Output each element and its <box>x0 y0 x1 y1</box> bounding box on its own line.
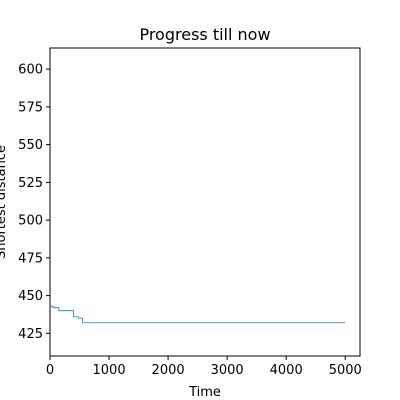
x-tick-label: 2000 <box>152 363 185 378</box>
y-tick-label: 500 <box>18 214 43 229</box>
y-tick-label: 525 <box>18 176 43 191</box>
x-tick-label: 1000 <box>93 363 126 378</box>
x-axis-ticks: 0 1000 2000 3000 4000 5000 <box>46 356 362 378</box>
y-tick-label: 475 <box>18 251 43 266</box>
x-tick-label: 4000 <box>270 363 303 378</box>
x-tick-label: 5000 <box>329 363 362 378</box>
series-line <box>50 305 346 324</box>
y-tick-label: 450 <box>18 289 43 304</box>
y-tick-label: 575 <box>18 100 43 115</box>
x-tick-label: 0 <box>46 363 54 378</box>
plot-frame <box>49 47 361 357</box>
chart-title: Progress till now <box>139 25 270 44</box>
y-axis-label: Shortest distance <box>0 145 9 259</box>
y-axis-ticks: 425 450 475 500 525 550 575 600 <box>18 63 50 342</box>
y-tick-label: 425 <box>18 327 43 342</box>
x-axis-label: Time <box>188 385 221 400</box>
x-tick-label: 3000 <box>211 363 244 378</box>
plot-area <box>49 47 361 357</box>
y-tick-label: 550 <box>18 138 43 153</box>
y-tick-label: 600 <box>18 63 43 78</box>
